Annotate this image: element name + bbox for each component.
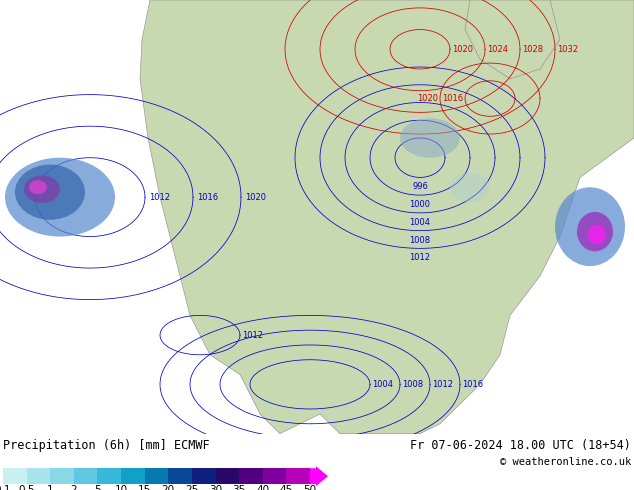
Text: 15: 15 (138, 485, 152, 490)
Bar (216, 468, 239, 484)
Text: 2: 2 (70, 485, 77, 490)
Text: 1012: 1012 (242, 331, 263, 340)
Text: 0.5: 0.5 (18, 485, 35, 490)
Bar (239, 468, 262, 484)
Text: 996: 996 (412, 182, 428, 191)
Text: 20: 20 (162, 485, 175, 490)
Bar (287, 468, 310, 484)
Text: 1020: 1020 (417, 94, 438, 103)
Ellipse shape (400, 118, 460, 158)
Text: 1000: 1000 (410, 200, 430, 209)
Text: 1008: 1008 (402, 380, 423, 389)
Text: 1012: 1012 (410, 253, 430, 262)
Text: 1032: 1032 (557, 45, 578, 54)
Ellipse shape (577, 212, 613, 251)
Ellipse shape (5, 158, 115, 237)
Text: 45: 45 (280, 485, 293, 490)
Bar (262, 468, 287, 484)
Ellipse shape (555, 187, 625, 266)
Ellipse shape (29, 180, 47, 194)
Text: 1028: 1028 (522, 45, 543, 54)
Text: 1016: 1016 (462, 380, 483, 389)
Text: 1012: 1012 (149, 193, 170, 201)
Bar (27, 468, 50, 484)
Ellipse shape (450, 172, 490, 202)
Text: Precipitation (6h) [mm] ECMWF: Precipitation (6h) [mm] ECMWF (3, 439, 210, 452)
Text: 30: 30 (209, 485, 222, 490)
Bar (192, 468, 216, 484)
Bar (121, 468, 145, 484)
Text: 40: 40 (256, 485, 269, 490)
Polygon shape (465, 0, 560, 79)
Text: Fr 07-06-2024 18.00 UTC (18+54): Fr 07-06-2024 18.00 UTC (18+54) (410, 439, 631, 452)
Text: 35: 35 (233, 485, 246, 490)
Bar (168, 468, 192, 484)
Text: 5: 5 (94, 485, 101, 490)
Bar (98, 468, 121, 484)
Text: 1016: 1016 (197, 193, 218, 201)
Bar (74, 468, 98, 484)
Text: 1: 1 (47, 485, 53, 490)
Text: 1016: 1016 (442, 94, 463, 103)
Text: 10: 10 (115, 485, 127, 490)
Bar (145, 468, 168, 484)
Text: 1012: 1012 (432, 380, 453, 389)
Text: 1004: 1004 (372, 380, 393, 389)
Text: © weatheronline.co.uk: © weatheronline.co.uk (500, 457, 631, 467)
Polygon shape (140, 0, 634, 434)
Ellipse shape (15, 165, 85, 220)
Text: 0.1: 0.1 (0, 485, 11, 490)
Bar (50, 468, 74, 484)
Bar (3, 468, 27, 484)
Text: 1020: 1020 (452, 45, 473, 54)
Text: 25: 25 (185, 485, 198, 490)
Text: 1024: 1024 (487, 45, 508, 54)
Ellipse shape (24, 175, 60, 203)
FancyArrow shape (310, 466, 328, 486)
Text: 50: 50 (304, 485, 316, 490)
Text: 1020: 1020 (245, 193, 266, 201)
Text: 1008: 1008 (410, 236, 430, 245)
Ellipse shape (588, 225, 606, 245)
Text: 1004: 1004 (410, 218, 430, 227)
